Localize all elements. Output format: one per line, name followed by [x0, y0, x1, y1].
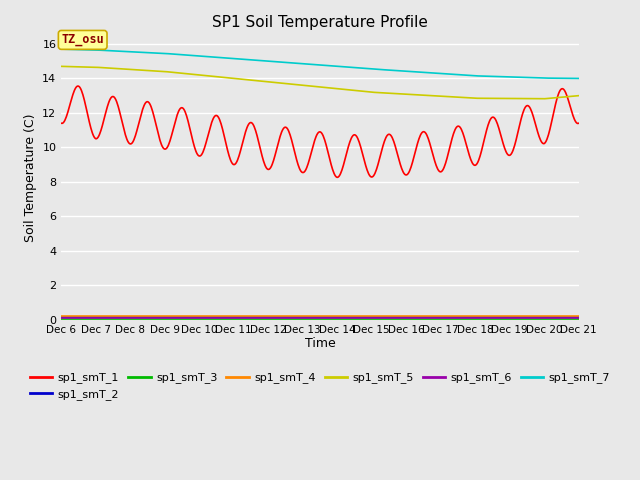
- sp1_smT_2: [575, 314, 582, 320]
- sp1_smT_1: [121, 129, 129, 135]
- sp1_smT_5: [383, 90, 390, 96]
- sp1_smT_3: [383, 316, 390, 322]
- sp1_smT_7: [173, 51, 180, 57]
- sp1_smT_7: [58, 46, 65, 52]
- sp1_smT_6: [58, 315, 65, 321]
- sp1_smT_4: [67, 313, 74, 319]
- sp1_smT_6: [398, 315, 406, 321]
- sp1_smT_2: [200, 314, 207, 320]
- sp1_smT_3: [398, 316, 406, 322]
- sp1_smT_5: [173, 70, 180, 75]
- sp1_smT_4: [383, 313, 390, 319]
- Legend: sp1_smT_1, sp1_smT_2, sp1_smT_3, sp1_smT_4, sp1_smT_5, sp1_smT_6, sp1_smT_7: sp1_smT_1, sp1_smT_2, sp1_smT_3, sp1_smT…: [26, 368, 614, 404]
- sp1_smT_7: [120, 48, 128, 54]
- sp1_smT_6: [173, 315, 180, 321]
- sp1_smT_6: [200, 315, 207, 321]
- sp1_smT_5: [540, 96, 548, 102]
- sp1_smT_5: [200, 72, 207, 78]
- sp1_smT_7: [67, 47, 74, 52]
- sp1_smT_4: [173, 313, 180, 319]
- sp1_smT_7: [200, 53, 207, 59]
- sp1_smT_1: [201, 145, 209, 151]
- sp1_smT_7: [398, 68, 406, 74]
- sp1_smT_3: [120, 316, 128, 322]
- sp1_smT_5: [398, 91, 406, 97]
- sp1_smT_2: [67, 314, 74, 320]
- sp1_smT_5: [58, 63, 65, 69]
- sp1_smT_2: [383, 314, 390, 320]
- sp1_smT_3: [173, 316, 180, 322]
- sp1_smT_3: [200, 316, 207, 322]
- sp1_smT_4: [398, 313, 406, 319]
- Line: sp1_smT_7: sp1_smT_7: [61, 49, 579, 78]
- sp1_smT_3: [58, 316, 65, 322]
- sp1_smT_5: [575, 93, 582, 98]
- sp1_smT_1: [384, 132, 392, 138]
- sp1_smT_6: [383, 315, 390, 321]
- sp1_smT_4: [58, 313, 65, 319]
- sp1_smT_7: [575, 75, 582, 81]
- sp1_smT_6: [575, 315, 582, 321]
- sp1_smT_1: [399, 169, 407, 175]
- sp1_smT_6: [67, 315, 74, 321]
- Y-axis label: Soil Temperature (C): Soil Temperature (C): [24, 113, 36, 242]
- X-axis label: Time: Time: [305, 337, 335, 350]
- sp1_smT_1: [58, 120, 65, 126]
- sp1_smT_4: [120, 313, 128, 319]
- sp1_smT_1: [74, 83, 82, 89]
- sp1_smT_1: [334, 174, 342, 180]
- Title: SP1 Soil Temperature Profile: SP1 Soil Temperature Profile: [212, 15, 428, 30]
- sp1_smT_4: [200, 313, 207, 319]
- sp1_smT_3: [67, 316, 74, 322]
- sp1_smT_2: [58, 314, 65, 320]
- sp1_smT_1: [575, 120, 582, 126]
- sp1_smT_6: [120, 315, 128, 321]
- Line: sp1_smT_1: sp1_smT_1: [61, 86, 579, 177]
- sp1_smT_2: [398, 314, 406, 320]
- sp1_smT_4: [575, 313, 582, 319]
- sp1_smT_5: [67, 64, 74, 70]
- sp1_smT_2: [173, 314, 180, 320]
- sp1_smT_1: [67, 99, 74, 105]
- sp1_smT_3: [575, 316, 582, 322]
- sp1_smT_2: [120, 314, 128, 320]
- sp1_smT_5: [120, 66, 128, 72]
- Line: sp1_smT_5: sp1_smT_5: [61, 66, 579, 99]
- sp1_smT_1: [173, 112, 181, 118]
- sp1_smT_7: [383, 67, 390, 73]
- Text: TZ_osu: TZ_osu: [61, 34, 104, 47]
